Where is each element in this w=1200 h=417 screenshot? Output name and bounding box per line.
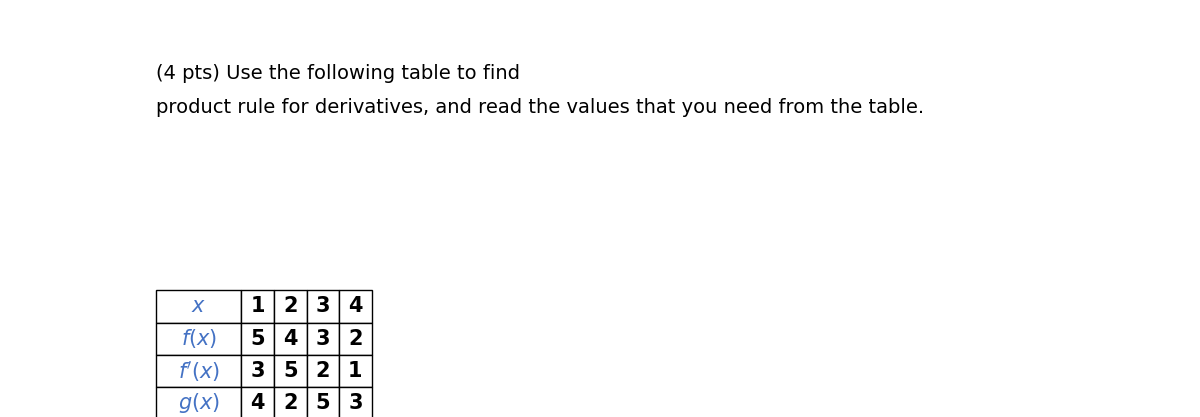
Text: 5: 5 [251,329,265,349]
Bar [156,387,241,417]
Bar [241,355,274,387]
Text: 2: 2 [283,296,298,317]
Text: 2: 2 [316,361,330,381]
Bar [306,290,340,323]
Bar [340,323,372,355]
Bar [306,323,340,355]
Bar [241,387,274,417]
Bar [340,355,372,387]
Text: $g(x)$: $g(x)$ [178,392,220,415]
Bar [274,290,306,323]
Bar [156,290,241,323]
Text: 4: 4 [283,329,298,349]
Bar [156,355,241,387]
Text: 5: 5 [283,361,298,381]
Text: 4: 4 [348,296,362,317]
Text: 1: 1 [348,361,362,381]
Text: 2: 2 [283,394,298,414]
Text: 1: 1 [251,296,265,317]
Bar [241,323,274,355]
Text: 3: 3 [316,296,330,317]
Bar [274,387,306,417]
Bar [306,387,340,417]
Text: (4 pts) Use the following table to find: (4 pts) Use the following table to find [156,64,527,83]
Bar [241,290,274,323]
Bar [274,323,306,355]
Text: $x$: $x$ [191,296,206,317]
Text: 3: 3 [316,329,330,349]
Text: 2: 2 [348,329,362,349]
Text: 3: 3 [251,361,265,381]
Bar [274,355,306,387]
Bar [306,355,340,387]
Text: $f'(x)$: $f'(x)$ [178,359,220,384]
Bar [340,387,372,417]
Bar [340,290,372,323]
Bar [156,323,241,355]
Text: 5: 5 [316,394,330,414]
Text: 3: 3 [348,394,362,414]
Text: product rule for derivatives, and read the values that you need from the table.: product rule for derivatives, and read t… [156,98,924,117]
Text: 4: 4 [251,394,265,414]
Text: $f(x)$: $f(x)$ [181,327,217,350]
